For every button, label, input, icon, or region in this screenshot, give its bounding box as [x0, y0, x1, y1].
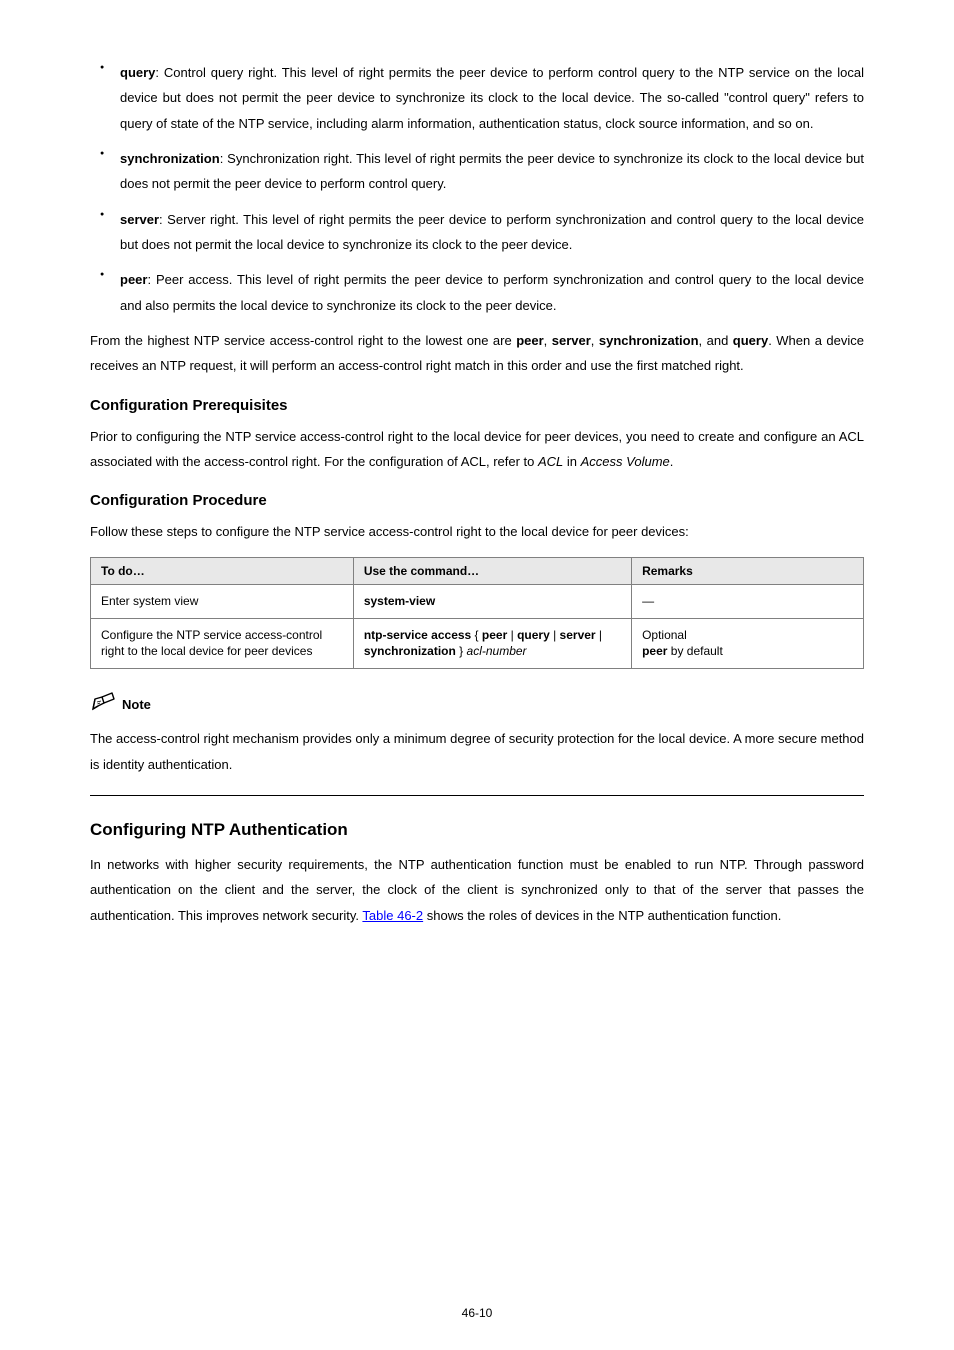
bullet-label: synchronization	[120, 151, 220, 166]
page-footer: 46-10	[0, 1306, 954, 1320]
auth-heading: Configuring NTP Authentication	[90, 820, 864, 840]
cell-command: system-view	[353, 584, 631, 618]
cell-todo: Configure the NTP service access-control…	[91, 618, 354, 669]
procedure-heading: Configuration Procedure	[90, 492, 864, 509]
prereq-paragraph: Prior to configuring the NTP service acc…	[90, 424, 864, 475]
cell-todo: Enter system view	[91, 584, 354, 618]
bullet-text: : Server right. This level of right perm…	[120, 212, 864, 252]
list-item: peer: Peer access. This level of right p…	[90, 267, 864, 318]
bullet-text: : Peer access. This level of right permi…	[120, 272, 864, 312]
table-row: Enter system view system-view —	[91, 584, 864, 618]
note-paragraph: The access-control right mechanism provi…	[90, 726, 864, 777]
table-header: Use the command…	[353, 557, 631, 584]
access-rights-list: query: Control query right. This level o…	[90, 60, 864, 318]
prereq-heading: Configuration Prerequisites	[90, 397, 864, 414]
procedure-paragraph: Follow these steps to configure the NTP …	[90, 519, 864, 544]
note-label: Note	[122, 697, 151, 712]
bullet-text: : Synchronization right. This level of r…	[120, 151, 864, 191]
priority-paragraph: From the highest NTP service access-cont…	[90, 328, 864, 379]
bullet-label: server	[120, 212, 159, 227]
cell-remark: Optional peer by default	[632, 618, 864, 669]
cell-remark: —	[632, 584, 864, 618]
list-item: query: Control query right. This level o…	[90, 60, 864, 136]
table-row: Configure the NTP service access-control…	[91, 618, 864, 669]
list-item: synchronization: Synchronization right. …	[90, 146, 864, 197]
cell-command: ntp-service access { peer | query | serv…	[353, 618, 631, 669]
auth-paragraph: In networks with higher security require…	[90, 852, 864, 928]
note-header: Note	[90, 691, 864, 718]
list-item: server: Server right. This level of righ…	[90, 207, 864, 258]
config-table: To do… Use the command… Remarks Enter sy…	[90, 557, 864, 669]
bullet-label: query	[120, 65, 155, 80]
note-icon	[90, 691, 116, 718]
bullet-text: : Control query right. This level of rig…	[120, 65, 864, 131]
table-header: To do…	[91, 557, 354, 584]
table-header: Remarks	[632, 557, 864, 584]
table-link[interactable]: Table 46-2	[362, 908, 423, 923]
bullet-label: peer	[120, 272, 147, 287]
note-divider	[90, 795, 864, 796]
